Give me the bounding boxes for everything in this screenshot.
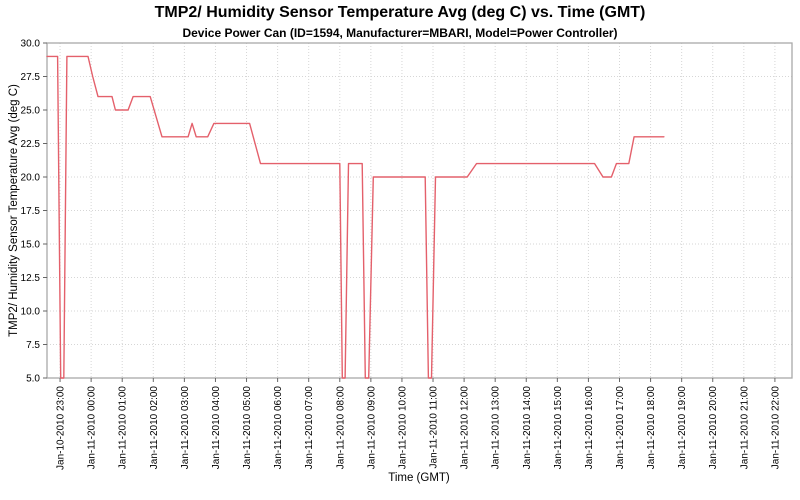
x-tick-label: Jan-11-2010 03:00 (180, 386, 191, 470)
x-tick-label: Jan-11-2010 08:00 (335, 386, 346, 470)
x-tick-label: Jan-11-2010 17:00 (615, 386, 626, 470)
chart-title: TMP2/ Humidity Sensor Temperature Avg (d… (154, 4, 646, 21)
axis-layer: 5.0 7.5 10.0 12.5 15.0 17.5 20.0 22.5 25.0 27.5 30… (21, 39, 793, 470)
x-tick-label: Jan-11-2010 01:00 (118, 386, 129, 470)
x-tick-label: Jan-11-2010 16:00 (584, 386, 595, 470)
chart-subtitle: Device Power Can (ID=1594, Manufacturer=… (182, 26, 618, 40)
x-tick-label: Jan-11-2010 02:00 (149, 386, 160, 470)
series-layer (46, 55, 665, 379)
y-tick-label: 20.0 (21, 173, 41, 184)
y-tick-label: 27.5 (21, 72, 41, 83)
x-tick-label: Jan-11-2010 12:00 (460, 386, 471, 470)
x-tick-label: Jan-11-2010 20:00 (708, 386, 719, 470)
x-tick-label: Jan-11-2010 22:00 (770, 386, 781, 470)
y-tick-label: 5.0 (26, 374, 40, 385)
y-tick-label: 22.5 (21, 139, 41, 150)
x-tick-label: Jan-11-2010 19:00 (677, 386, 688, 470)
x-tick-label: Jan-11-2010 09:00 (366, 386, 377, 470)
y-tick-label: 25.0 (21, 106, 41, 117)
y-tick-label: 10.0 (21, 307, 41, 318)
y-tick-label: 15.0 (21, 240, 41, 251)
x-tick-label: Jan-11-2010 07:00 (304, 386, 315, 470)
x-tick-label: Jan-11-2010 15:00 (553, 386, 564, 470)
x-tick-label: Jan-11-2010 04:00 (211, 386, 222, 470)
x-tick-label: Jan-10-2010 23:00 (56, 386, 67, 470)
y-tick-label: 30.0 (21, 39, 41, 50)
x-tick-label: Jan-11-2010 18:00 (646, 386, 657, 470)
y-axis-title: TMP2/ Humidity Sensor Temperature Avg (d… (8, 84, 20, 337)
x-tick-label: Jan-11-2010 11:00 (429, 386, 440, 469)
x-tick-label: Jan-11-2010 14:00 (522, 386, 533, 470)
x-tick-label: Jan-11-2010 05:00 (242, 386, 253, 470)
temperature-series-line (46, 55, 665, 379)
x-tick-label: Jan-11-2010 06:00 (273, 386, 284, 470)
y-tick-label: 12.5 (21, 273, 41, 284)
x-tick-label: Jan-11-2010 13:00 (491, 386, 502, 470)
x-tick-label: Jan-11-2010 10:00 (397, 386, 408, 470)
y-tick-label: 17.5 (21, 206, 41, 217)
x-axis-title: Time (GMT) (388, 472, 450, 484)
grid-layer (47, 42, 792, 379)
x-tick-label: Jan-11-2010 21:00 (739, 386, 750, 470)
x-tick-label: Jan-11-2010 00:00 (87, 386, 98, 470)
y-tick-label: 7.5 (26, 340, 40, 351)
